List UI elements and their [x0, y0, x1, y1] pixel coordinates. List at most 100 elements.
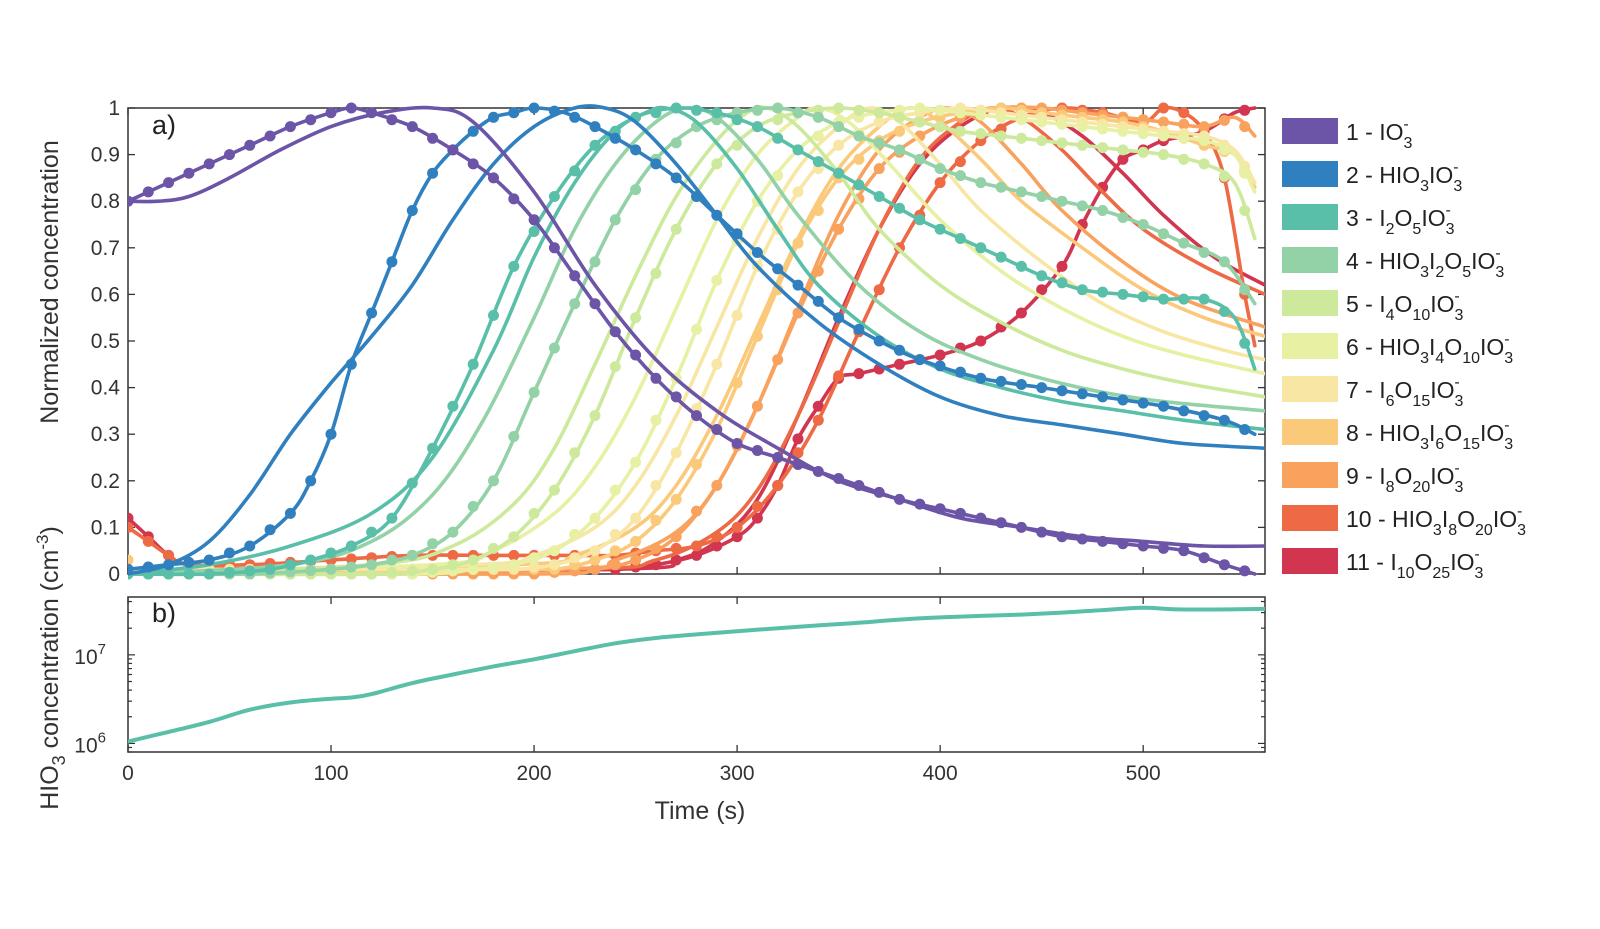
series-11-point [1239, 104, 1251, 116]
series-8-point [894, 125, 905, 137]
series-2-point [589, 121, 601, 133]
series-4-point [1178, 237, 1190, 249]
series-5-point [650, 267, 662, 279]
series-1-point [1036, 526, 1048, 538]
legend-label-part: 20 [1412, 479, 1430, 496]
series-2-point [934, 360, 946, 372]
series-3-point [1097, 286, 1109, 298]
series-5-point [1239, 205, 1251, 216]
series-2-point [1137, 397, 1149, 409]
x-tick-label: 400 [923, 762, 958, 785]
series-2-point [1076, 388, 1088, 400]
legend-label-number: 1 - [1346, 119, 1379, 145]
series-3-point [1036, 270, 1048, 282]
series-4-point [853, 130, 865, 142]
legend-label-part: - [1504, 417, 1509, 434]
series-1-point [812, 466, 824, 477]
series-8-point [792, 237, 804, 249]
legend-label-number: 9 - [1346, 463, 1379, 489]
series-6-point [1097, 123, 1109, 135]
legend-label-part: - [1504, 331, 1509, 348]
legend-label-part: 15 [1412, 393, 1430, 410]
series-11-point [1036, 284, 1048, 296]
series-7-point [833, 139, 845, 151]
legend-label-part: - [1517, 503, 1522, 520]
legend-label-11: 11 - I10O25IO3 - [1346, 546, 1483, 582]
series-3-point [873, 191, 885, 202]
y-tick-label-a: 0.9 [91, 144, 120, 167]
series-2-point [163, 559, 175, 571]
legend-label-part: 3 [1446, 221, 1455, 238]
series-2-point [1056, 385, 1068, 397]
series-10-point [731, 521, 743, 533]
series-2-point [995, 375, 1007, 387]
series-2-point [772, 263, 784, 275]
series-5-point [853, 104, 865, 116]
legend-swatch-1 [1282, 118, 1338, 144]
series-2-point [386, 256, 398, 268]
series-11-point [812, 400, 824, 412]
series-9-point [650, 542, 662, 554]
series-11-point [934, 349, 946, 361]
series-1-point [1198, 552, 1210, 564]
series-10-point [142, 535, 154, 547]
series-6-point [1056, 118, 1068, 130]
series-11-point [128, 512, 134, 524]
legend-label-part: 3 [1404, 135, 1413, 152]
panel-a: a) 0 0.1 0.2 0.3 0.4 0.5 0.6 0.7 0.8 0.9 1 [91, 97, 1266, 586]
series-4-point [386, 554, 398, 566]
series-3-point [934, 223, 946, 235]
series-9-point [609, 559, 621, 571]
series-5-point [1036, 135, 1048, 147]
legend-label-part: - [1454, 374, 1459, 391]
series-5-point [954, 125, 966, 137]
series-7-point [528, 561, 540, 573]
legend-label-5: 5 - I4O10IO3 - [1346, 288, 1464, 324]
series-8-point [731, 377, 743, 389]
series-8-point [772, 284, 784, 296]
y-tick-label-a: 0.5 [91, 330, 120, 353]
series-6-point [1117, 125, 1129, 137]
series-5-point [1178, 153, 1190, 165]
series-10-point [508, 549, 520, 561]
legend-label-part: 8 [1448, 522, 1457, 539]
series-8-point [751, 330, 763, 342]
series-2-point [630, 144, 642, 156]
series-3-point [305, 554, 317, 566]
series-10-point [1158, 102, 1169, 114]
hio3-line [128, 605, 1265, 744]
series-1-point [772, 452, 784, 463]
series-6-point [995, 111, 1007, 123]
legend-label-part: - [1495, 245, 1500, 262]
series-7-point [711, 358, 723, 370]
y-tick-label-a: 0.7 [91, 237, 120, 260]
series-3-point [812, 156, 824, 168]
series-5-point [569, 447, 581, 459]
series-4-point [406, 549, 418, 561]
series-3-point [1056, 277, 1068, 289]
series-4-point [670, 137, 682, 149]
series-1-point [934, 503, 946, 515]
series-3-point [183, 568, 195, 580]
series-7-point [873, 116, 885, 128]
series-3-point [366, 526, 378, 538]
series-5-point [1198, 158, 1210, 170]
legend-label-number: 7 - [1346, 377, 1379, 403]
series-6-point [488, 561, 499, 573]
series-3-point [284, 559, 296, 571]
series-2-point [305, 475, 317, 487]
series-2-point [812, 295, 824, 307]
series-3-point [650, 107, 662, 119]
series-9-point [1158, 116, 1169, 128]
series-11-point [751, 512, 763, 524]
y-label-b-sub: 3 [49, 755, 69, 765]
series-4-point [1218, 256, 1230, 268]
series-9-point [670, 531, 682, 543]
series-3-point [528, 226, 540, 237]
series-2-point [1097, 391, 1109, 403]
legend-label-part: 3 [1455, 479, 1464, 496]
y-tick-label-a: 0.2 [91, 470, 120, 493]
x-tick-label: 500 [1126, 762, 1161, 785]
series-2-point [508, 107, 520, 119]
series-10-point [833, 370, 845, 382]
